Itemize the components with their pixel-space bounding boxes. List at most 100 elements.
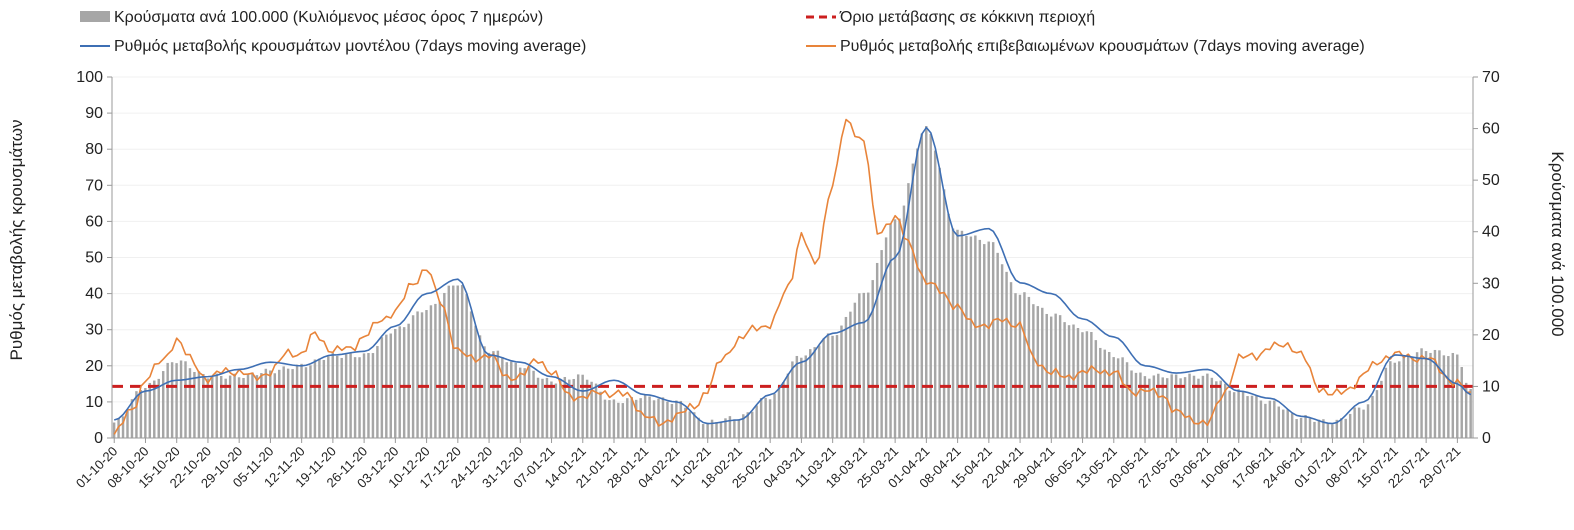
bar bbox=[639, 398, 642, 438]
bar bbox=[1375, 390, 1379, 438]
bar bbox=[447, 285, 451, 438]
bar bbox=[514, 362, 517, 438]
bar bbox=[1197, 378, 1200, 438]
bar bbox=[487, 352, 491, 438]
bar bbox=[1232, 392, 1236, 438]
bar bbox=[304, 367, 308, 438]
bar bbox=[737, 419, 741, 438]
bar bbox=[1215, 381, 1218, 438]
left-tick-label: 60 bbox=[85, 213, 103, 230]
bar bbox=[112, 422, 116, 438]
bar bbox=[1246, 396, 1249, 438]
bar bbox=[969, 236, 973, 438]
bar bbox=[782, 382, 785, 438]
bar bbox=[710, 419, 714, 438]
bar bbox=[1076, 328, 1080, 438]
bar bbox=[1317, 419, 1321, 438]
bar bbox=[867, 292, 870, 438]
bar bbox=[282, 366, 285, 438]
bar bbox=[1406, 356, 1410, 438]
bar bbox=[179, 360, 183, 438]
bar bbox=[483, 346, 486, 438]
bar bbox=[1143, 376, 1147, 438]
bar bbox=[684, 407, 687, 438]
bar bbox=[1415, 352, 1419, 438]
bar bbox=[826, 333, 830, 438]
bar bbox=[1286, 409, 1289, 438]
bar bbox=[630, 397, 633, 438]
legend-item: Όριο μετάβασης σε κόκκινη περιοχή bbox=[806, 9, 1095, 26]
bar bbox=[768, 399, 772, 438]
left-axis-title: Ρυθμός μεταβολής κρουσμάτων bbox=[7, 120, 26, 361]
bar bbox=[1134, 372, 1138, 438]
bar bbox=[434, 303, 437, 438]
bar bbox=[1259, 400, 1263, 438]
bar bbox=[871, 280, 874, 438]
bar bbox=[121, 416, 125, 438]
bar bbox=[1429, 352, 1432, 438]
left-tick-label: 10 bbox=[85, 394, 103, 411]
bar bbox=[844, 316, 848, 438]
bar bbox=[634, 399, 638, 438]
bar bbox=[425, 310, 428, 438]
bar bbox=[996, 252, 999, 438]
bar bbox=[300, 363, 303, 438]
bar bbox=[652, 400, 656, 438]
bar bbox=[1228, 390, 1231, 438]
right-axis-title: Κρούσματα ανά 100.000 bbox=[1548, 151, 1567, 336]
bar bbox=[1344, 418, 1347, 438]
bar bbox=[545, 377, 549, 438]
bar bbox=[884, 237, 888, 438]
bar bbox=[371, 353, 375, 438]
bar bbox=[1326, 423, 1330, 438]
bar bbox=[157, 378, 160, 438]
bar bbox=[1402, 356, 1405, 438]
bar bbox=[1067, 325, 1071, 438]
bar bbox=[1063, 322, 1066, 438]
bar bbox=[911, 163, 915, 438]
bar bbox=[438, 301, 442, 438]
bar bbox=[126, 410, 129, 438]
left-tick-label: 100 bbox=[76, 69, 103, 86]
bar bbox=[161, 371, 165, 438]
left-tick-label: 50 bbox=[85, 250, 103, 267]
bar bbox=[309, 365, 312, 438]
bar bbox=[1005, 271, 1008, 438]
bar bbox=[1023, 292, 1026, 438]
legend-item: Ρυθμός μεταβολής κρουσμάτων μοντέλου (7d… bbox=[80, 38, 586, 55]
bar bbox=[224, 378, 227, 438]
bar bbox=[184, 361, 187, 438]
bar bbox=[1112, 357, 1115, 438]
bar bbox=[1206, 373, 1209, 438]
bar bbox=[617, 402, 620, 438]
bar bbox=[1438, 350, 1441, 438]
bar bbox=[1255, 395, 1258, 438]
bar bbox=[1456, 354, 1459, 438]
bar bbox=[572, 378, 575, 438]
bar bbox=[295, 364, 299, 438]
bar bbox=[344, 354, 348, 438]
bar bbox=[1072, 324, 1075, 438]
bar bbox=[197, 371, 201, 438]
bar bbox=[193, 371, 196, 438]
model-line bbox=[113, 126, 1472, 425]
bar bbox=[1103, 349, 1106, 438]
bar bbox=[291, 369, 294, 438]
right-axis-ticks: 0 10 20 30 40 50 60 70 bbox=[1473, 69, 1500, 447]
legend-label: Όριο μετάβασης σε κόκκινη περιοχή bbox=[839, 9, 1095, 26]
bar bbox=[858, 293, 861, 438]
bar bbox=[362, 353, 366, 438]
bar bbox=[697, 417, 700, 438]
bar bbox=[518, 367, 522, 438]
bar bbox=[135, 391, 138, 438]
bar bbox=[1130, 370, 1133, 438]
bar bbox=[1304, 415, 1307, 438]
bar bbox=[1389, 361, 1392, 438]
bar bbox=[983, 244, 986, 438]
bar bbox=[581, 374, 584, 438]
bar bbox=[791, 361, 794, 438]
bar bbox=[1018, 294, 1022, 438]
bar bbox=[532, 370, 535, 438]
bar bbox=[1224, 383, 1227, 438]
